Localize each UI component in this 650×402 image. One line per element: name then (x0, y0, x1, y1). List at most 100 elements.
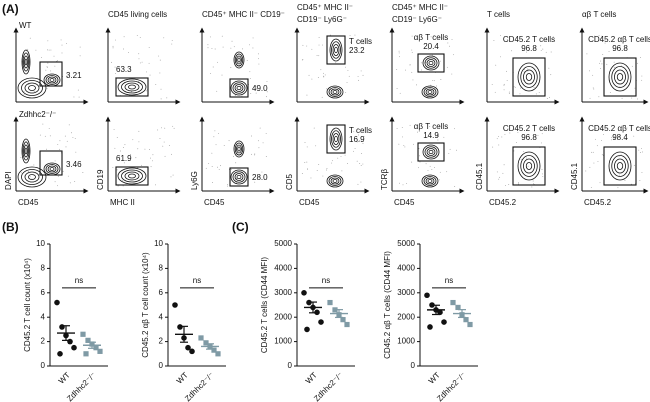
event-dot (138, 130, 140, 132)
event-dot (617, 48, 619, 49)
contour (423, 176, 437, 186)
event-dot (148, 62, 150, 64)
event-dot (416, 84, 417, 86)
event-dot (252, 47, 254, 49)
event-dot (59, 148, 60, 150)
event-dot (211, 152, 213, 154)
event-dot (46, 148, 48, 150)
contour (17, 77, 47, 99)
event-dot (242, 48, 244, 50)
event-dot (353, 131, 355, 133)
event-dot (258, 58, 260, 60)
contour (234, 173, 244, 181)
event-dot (600, 37, 602, 39)
event-dot (48, 49, 50, 51)
event-dot (361, 153, 363, 154)
contour (616, 73, 624, 81)
gate (115, 77, 149, 97)
contour (21, 138, 31, 164)
event-dot (46, 88, 48, 90)
column-header: CD45 living cells (108, 10, 167, 19)
event-dot (233, 155, 234, 157)
event-dot (493, 40, 495, 42)
event-dot (155, 184, 156, 186)
contour (22, 52, 30, 72)
event-dot (535, 93, 537, 95)
event-dot (617, 187, 619, 189)
event-dot (552, 129, 554, 131)
event-dot (636, 62, 638, 64)
column-header: CD45⁺ MHC II⁻ (297, 3, 353, 12)
event-dot (168, 145, 170, 147)
x-axis-label: MHC II (110, 198, 135, 207)
event-dot (514, 86, 516, 88)
event-dot (427, 170, 429, 171)
event-dot (150, 157, 151, 159)
event-dot (614, 67, 615, 68)
event-dot (207, 44, 209, 46)
event-dot (216, 61, 218, 63)
event-dot (409, 124, 411, 126)
event-dot (396, 88, 398, 89)
event-dot (500, 56, 502, 58)
gate-value: 3.46 (66, 160, 82, 169)
point (215, 351, 221, 357)
event-dot (411, 161, 413, 163)
event-dot (62, 170, 64, 172)
event-dot (430, 36, 432, 38)
event-dot (349, 34, 351, 36)
event-dot (250, 92, 252, 94)
event-dot (498, 178, 500, 180)
column-header: CD45⁺ MHC II⁻ (392, 3, 448, 12)
event-dot (139, 62, 141, 64)
contour (45, 75, 59, 85)
point (203, 340, 209, 346)
event-dot (621, 97, 623, 99)
contour (49, 167, 55, 171)
contour (525, 162, 533, 170)
event-dot (509, 132, 511, 134)
event-dot (255, 87, 257, 89)
x-axis-label: CD45.2 (489, 198, 517, 207)
event-dot (495, 64, 497, 66)
contour (236, 55, 242, 65)
event-dot (111, 61, 113, 63)
gate (326, 124, 346, 154)
event-dot (302, 44, 304, 46)
event-dot (540, 45, 542, 47)
event-dot (57, 175, 59, 177)
event-dot (633, 135, 635, 137)
contour (23, 144, 29, 158)
contour (24, 147, 28, 155)
event-dot (519, 93, 521, 95)
event-dot (549, 96, 550, 98)
event-dot (122, 180, 124, 182)
event-dot (432, 80, 434, 81)
gate (229, 167, 249, 187)
event-dot (436, 85, 437, 87)
event-dot (335, 62, 337, 64)
event-dot (67, 175, 69, 177)
event-dot (533, 87, 535, 89)
y-axis-label: DAPI (4, 171, 13, 190)
point (211, 347, 217, 353)
event-dot (357, 183, 359, 185)
event-dot (401, 126, 403, 128)
y-tick-label: 5000 (397, 239, 415, 248)
event-dot (163, 37, 165, 39)
event-dot (344, 154, 346, 156)
contour (332, 133, 340, 145)
event-dot (418, 167, 420, 169)
event-dot (304, 142, 306, 144)
event-dot (254, 153, 256, 155)
point (463, 317, 469, 323)
point (198, 335, 204, 341)
event-dot (163, 141, 165, 143)
event-dot (496, 171, 498, 173)
contour (233, 140, 245, 158)
event-dot (50, 49, 52, 51)
event-dot (112, 47, 114, 49)
event-dot (537, 134, 539, 136)
contour (28, 85, 36, 91)
event-dot (520, 158, 522, 160)
